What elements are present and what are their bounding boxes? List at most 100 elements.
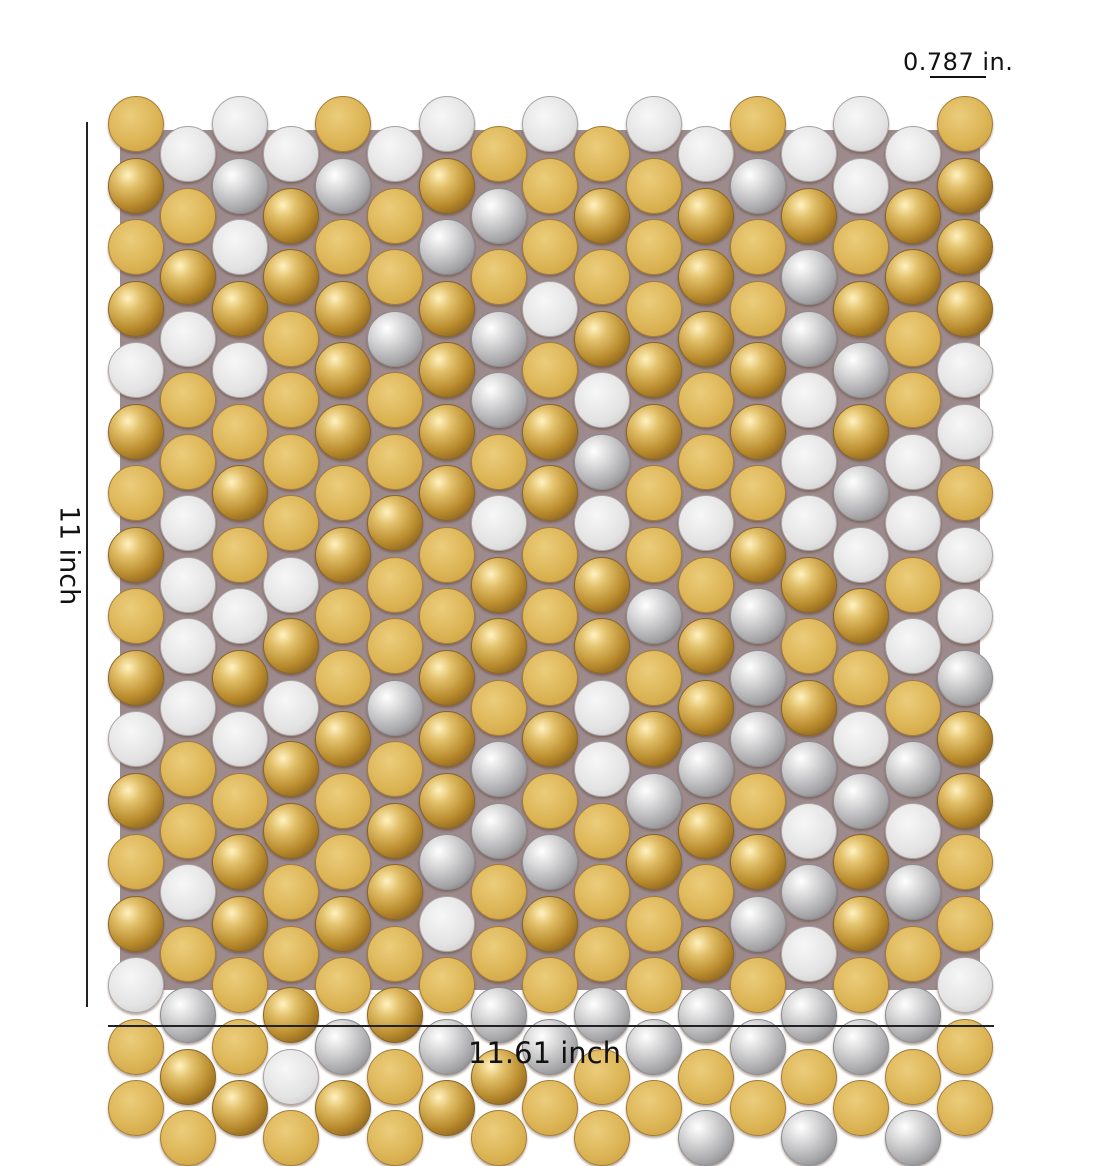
penny-tile [936, 588, 993, 644]
penny-tile [574, 433, 631, 490]
penny-tile [574, 1048, 631, 1105]
penny-tile [885, 310, 941, 367]
penny-tile [833, 957, 890, 1013]
penny-tile [211, 649, 268, 706]
penny-tile [574, 741, 631, 797]
penny-tile [677, 802, 734, 859]
penny-tile [263, 802, 320, 859]
penny-tile [418, 465, 475, 521]
penny-tile [315, 96, 372, 152]
penny-tile [315, 219, 372, 275]
penny-tile [729, 403, 786, 460]
penny-tile [211, 772, 268, 829]
penny-tile [885, 1048, 941, 1105]
penny-tile [108, 711, 164, 767]
penny-tile [626, 465, 682, 521]
penny-tile [263, 679, 320, 736]
penny-tile [936, 834, 993, 890]
penny-tile [418, 834, 475, 890]
penny-tile [367, 1110, 423, 1166]
penny-tile [936, 403, 993, 460]
penny-tile [367, 741, 423, 797]
penny-tile [159, 187, 216, 244]
penny-tile [833, 280, 890, 337]
penny-tile [315, 772, 372, 829]
penny-tile [677, 679, 734, 736]
penny-tile [159, 925, 216, 982]
penny-tile [108, 957, 164, 1013]
penny-tile [470, 679, 527, 736]
penny-tile [263, 987, 320, 1043]
penny-tile [108, 403, 164, 460]
penny-tile [885, 802, 941, 859]
penny-tile [885, 618, 941, 674]
penny-tile [470, 187, 527, 244]
penny-tile [626, 280, 682, 337]
penny-tile [470, 618, 527, 674]
penny-tile [108, 219, 164, 275]
penny-tile [315, 157, 372, 214]
penny-tile [574, 249, 631, 305]
penny-tile [729, 772, 786, 829]
penny-tile [677, 864, 734, 920]
penny-tile [470, 372, 527, 428]
penny-tile [885, 679, 941, 736]
height-label: 11 inch [53, 505, 85, 606]
penny-tile [159, 987, 216, 1043]
penny-tile [522, 280, 579, 337]
penny-tile [211, 957, 268, 1013]
penny-tile [574, 802, 631, 859]
penny-tile [677, 372, 734, 428]
penny-tile [263, 433, 320, 490]
penny-tile [936, 1080, 993, 1136]
penny-tile [626, 772, 682, 829]
penny-tile [781, 925, 838, 982]
penny-tile [367, 987, 423, 1043]
penny-tile [729, 895, 786, 952]
penny-tile [677, 741, 734, 797]
penny-tile [159, 741, 216, 797]
penny-tile [367, 249, 423, 305]
penny-tile [936, 465, 993, 521]
penny-tile [781, 433, 838, 490]
penny-tile [108, 772, 164, 829]
penny-tile [263, 310, 320, 367]
tile-diameter-label: 0.787 in. [903, 48, 1014, 76]
penny-tile [159, 679, 216, 736]
penny-tile [626, 157, 682, 214]
penny-tile [211, 711, 268, 767]
penny-tile [626, 219, 682, 275]
penny-tile [418, 280, 475, 337]
penny-tile [263, 1110, 320, 1166]
penny-tile [418, 1080, 475, 1136]
penny-tile [626, 957, 682, 1013]
penny-tile [885, 249, 941, 305]
penny-tile [263, 372, 320, 428]
penny-tile [936, 649, 993, 706]
penny-tile [729, 588, 786, 644]
penny-tile [781, 249, 838, 305]
penny-tile [574, 310, 631, 367]
penny-tile [781, 495, 838, 551]
penny-tile [781, 126, 838, 182]
penny-tile [781, 864, 838, 920]
width-label: 11.61 inch [468, 1036, 622, 1070]
penny-tile [470, 925, 527, 982]
penny-tile [367, 310, 423, 367]
penny-tile [470, 126, 527, 182]
penny-tile [626, 1080, 682, 1136]
penny-tile [211, 588, 268, 644]
penny-tile [729, 465, 786, 521]
penny-tile [522, 1080, 579, 1136]
penny-tile [729, 280, 786, 337]
penny-tile [885, 1110, 941, 1166]
penny-tile [470, 249, 527, 305]
penny-tile [367, 679, 423, 736]
penny-tile [936, 772, 993, 829]
penny-tile [833, 649, 890, 706]
penny-tile [315, 526, 372, 583]
penny-tile [729, 219, 786, 275]
penny-tile [781, 618, 838, 674]
penny-tile [626, 526, 682, 583]
penny-tile [677, 925, 734, 982]
